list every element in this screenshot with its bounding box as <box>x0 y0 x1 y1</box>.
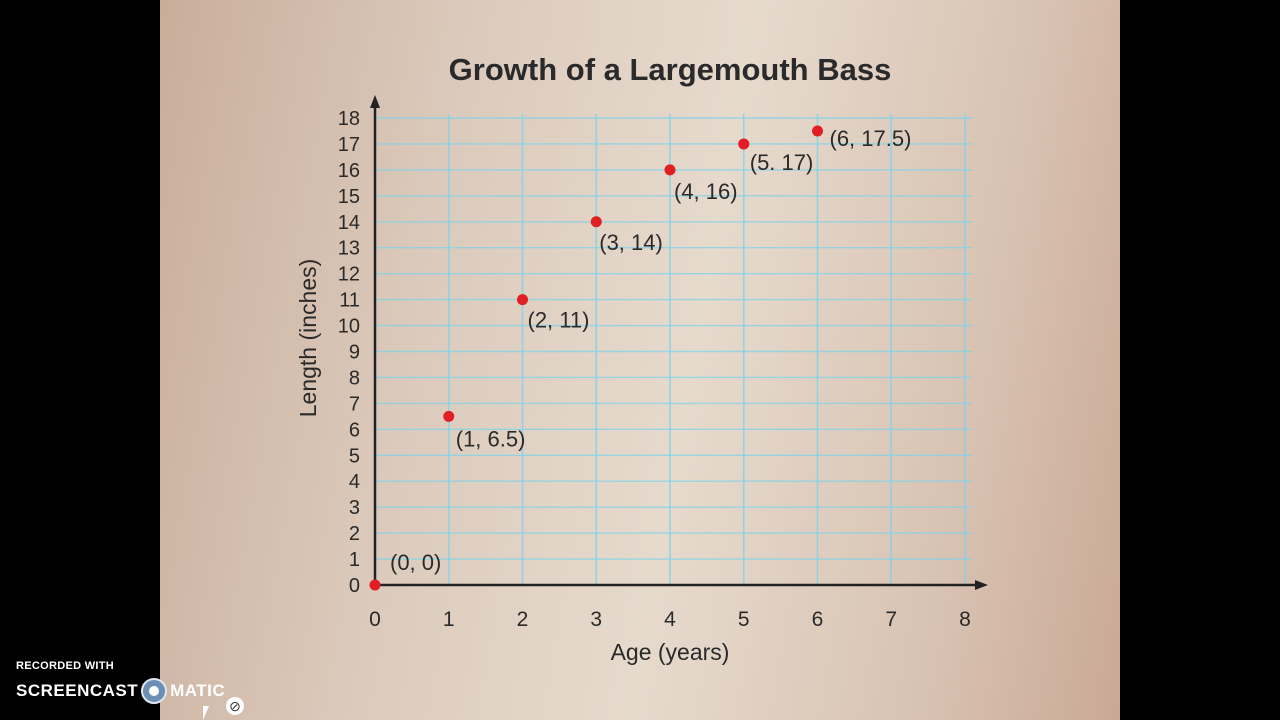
y-tick-label: 2 <box>349 523 360 545</box>
x-tick-label: 1 <box>443 608 455 631</box>
y-axis-label: Length (inches) <box>295 259 321 418</box>
y-tick-label: 3 <box>349 497 360 519</box>
data-labels: (0, 0) (1, 6.5) (2, 11) (3, 14) (4, 16) (5. 1… <box>390 126 911 575</box>
x-tick-label: 2 <box>517 608 529 631</box>
y-tick-label: 14 <box>338 212 360 234</box>
chart-title: Growth of a Largemouth Bass <box>449 52 892 87</box>
y-axis-arrow <box>370 95 380 108</box>
y-tick-label: 13 <box>338 238 360 260</box>
watermark-top-text: RECORDED WITH <box>16 660 115 672</box>
y-tick-label: 16 <box>338 160 360 182</box>
data-label: (6, 17.5) <box>830 126 912 151</box>
y-tick-label: 0 <box>349 575 360 597</box>
axes <box>370 95 988 590</box>
data-label: (4, 16) <box>674 179 738 204</box>
data-point <box>590 216 602 228</box>
x-tick-label: 0 <box>369 608 381 631</box>
y-tick-label: 12 <box>338 264 360 286</box>
y-tick-label: 5 <box>349 445 360 467</box>
player-control-icon[interactable]: ⊘ <box>226 697 244 715</box>
x-tick-label: 7 <box>885 608 897 631</box>
data-point <box>369 579 381 591</box>
x-tick-label: 3 <box>590 608 602 631</box>
x-tick-label: 6 <box>812 608 824 631</box>
record-icon <box>141 678 168 704</box>
data-label: (1, 6.5) <box>456 426 526 451</box>
x-axis-arrow <box>975 580 988 590</box>
chart: Growth of a Largemouth Bass 0 1 2 3 4 5 6 7 8012… <box>295 52 988 665</box>
y-tick-label: 7 <box>349 393 360 415</box>
mouse-cursor-icon <box>203 706 209 720</box>
x-tick-label: 4 <box>664 608 676 631</box>
x-tick-label: 5 <box>738 608 750 631</box>
y-tick-label: 15 <box>338 186 360 208</box>
data-label: (0, 0) <box>390 550 441 575</box>
y-tick-label: 17 <box>338 134 360 156</box>
data-label: (3, 14) <box>599 230 663 255</box>
y-tick-label: 8 <box>349 367 360 389</box>
y-tick-label: 4 <box>349 471 360 493</box>
y-tick-label: 6 <box>349 419 360 441</box>
data-point <box>664 164 676 176</box>
data-points <box>369 125 823 591</box>
data-label: (5. 17) <box>750 150 814 175</box>
y-tick-label: 9 <box>349 342 360 364</box>
x-axis-label: Age (years) <box>611 639 730 665</box>
y-tick-label: 11 <box>339 290 360 312</box>
watermark-brand: SCREENCAST MATIC <box>16 678 225 704</box>
screencast-watermark: RECORDED WITH SCREENCAST MATIC <box>16 660 225 704</box>
data-point <box>443 410 455 422</box>
data-point <box>812 125 823 137</box>
y-tick-label: 1 <box>349 549 360 571</box>
data-point <box>738 138 750 150</box>
y-tick-label: 10 <box>338 316 360 338</box>
y-tick-label: 18 <box>338 108 360 130</box>
x-tick-label: 8 <box>959 608 971 631</box>
data-label: (2, 11) <box>528 308 590 333</box>
watermark-left-text: SCREENCAST <box>16 681 139 700</box>
watermark-right-text: MATIC <box>170 681 226 700</box>
grid <box>375 114 973 585</box>
data-point <box>517 294 528 306</box>
